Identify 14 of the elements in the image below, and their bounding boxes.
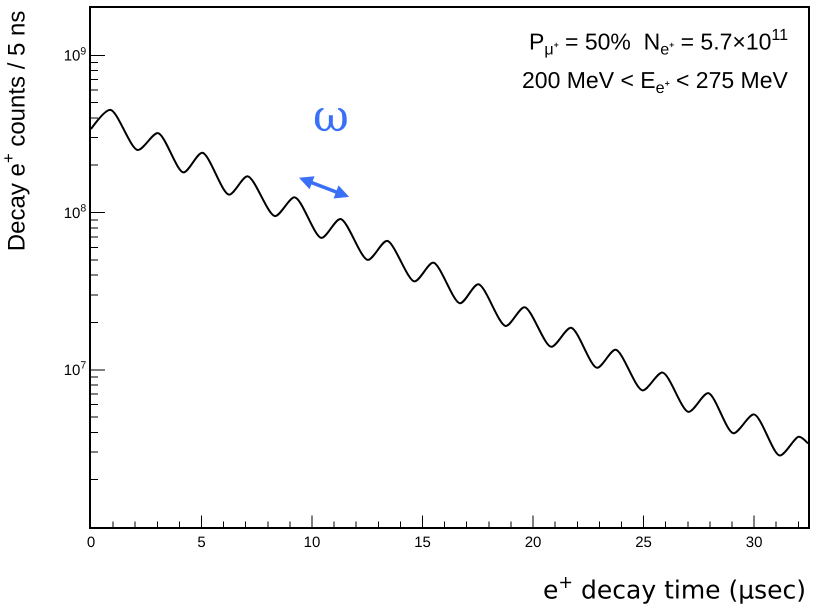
x-tick-label: 10 xyxy=(304,534,320,551)
x-tick-label: 25 xyxy=(635,534,652,551)
annotation: P$_{μ⁺}$ = 50% N$_{e⁺}$ = 5.7×10$^{11}$ xyxy=(529,26,788,58)
x-tick-label: 30 xyxy=(746,534,762,551)
y-tick-label: 10$^{8}$ xyxy=(64,202,86,222)
x-tick-label: 15 xyxy=(414,534,431,551)
x-tick-label: 0 xyxy=(86,534,96,551)
x-tick-label: 5 xyxy=(197,534,206,551)
x-axis-title: e$^{+}$ decay time (μsec) xyxy=(543,573,806,604)
annotation: ω xyxy=(313,91,349,142)
y-tick-label: 10$^{7}$ xyxy=(64,360,86,380)
y-tick-label: 10$^{9}$ xyxy=(64,45,86,65)
x-tick-label: 20 xyxy=(524,534,542,551)
annotation: 200 MeV < E$_{e⁺}$ < 275 MeV xyxy=(522,67,788,97)
